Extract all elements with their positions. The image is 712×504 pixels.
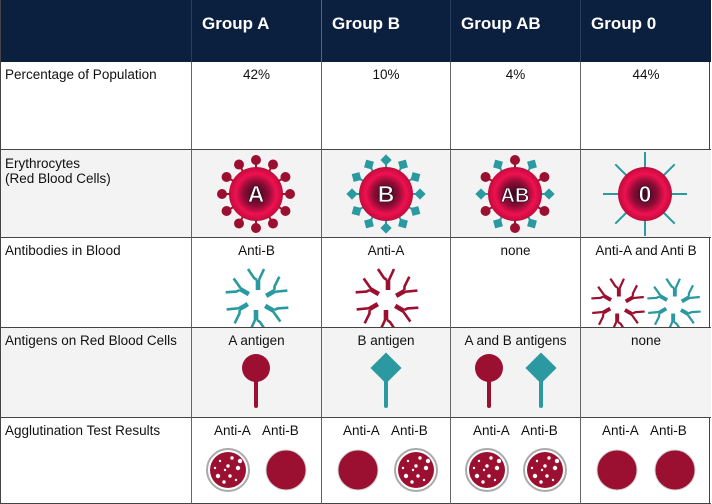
antibody-icon [225, 268, 289, 327]
anti-a-label: Anti-A [343, 423, 380, 438]
population-0: 44% [581, 62, 711, 150]
row-label-antibodies: Antibodies in Blood [1, 238, 192, 328]
erythrocyte-letter: A [248, 181, 265, 207]
header-group-ab: Group AB [451, 0, 581, 62]
erythrocyte-a: A [192, 150, 322, 238]
anti-a-label: Anti-A [602, 423, 639, 438]
agglutination-b: Anti-A Anti-B [322, 418, 451, 504]
row-label-population: Percentage of Population [1, 62, 192, 150]
agglutination-0: Anti-A Anti-B [581, 418, 711, 504]
antibodies-ab: none [451, 238, 581, 328]
erythrocyte-0: 0 [581, 150, 711, 238]
antigens-0-text: none [630, 333, 662, 348]
antigens-b: B antigen [322, 328, 451, 418]
row-label-antigens: Antigens on Red Blood Cells [1, 328, 192, 418]
antibodies-0-text: Anti-A and Anti B [595, 243, 697, 258]
antigen-icon [475, 352, 557, 408]
agglutination-a: Anti-A Anti-B [192, 418, 322, 504]
antigen-icon [370, 352, 402, 408]
erythrocyte-ab: AB [451, 150, 581, 238]
anti-a-label: Anti-A [214, 423, 251, 438]
agglutination-wells [337, 448, 438, 492]
antigens-ab-text: A and B antigens [464, 333, 567, 348]
erythrocyte-b: B [322, 150, 451, 238]
erythrocyte-icon: AB [475, 155, 555, 233]
header-empty [1, 0, 192, 62]
header-group-a: Group A [192, 0, 322, 62]
antigens-a-text: A antigen [228, 333, 285, 348]
antigen-icon [242, 354, 270, 408]
anti-b-label: Anti-B [650, 423, 687, 438]
antigens-a: A antigen [192, 328, 322, 418]
erythrocyte-letter: AB [501, 185, 530, 207]
header-group-0: Group 0 [581, 0, 711, 62]
anti-b-label: Anti-B [262, 423, 299, 438]
erythrocyte-letter: 0 [639, 181, 652, 207]
antibodies-b: Anti-A [322, 238, 451, 328]
antibody-icon [591, 278, 701, 327]
erythrocyte-icon: A [217, 155, 295, 233]
agglutination-wells [206, 448, 307, 492]
row-label-agglutination: Agglutination Test Results [1, 418, 192, 504]
population-a: 42% [192, 62, 322, 150]
antibodies-a-text: Anti-B [238, 243, 275, 258]
population-b: 10% [322, 62, 451, 150]
erythrocyte-letter: B [378, 181, 395, 207]
agglutination-wells [596, 449, 696, 491]
anti-b-label: Anti-B [391, 423, 428, 438]
population-ab: 4% [451, 62, 581, 150]
antigens-b-text: B antigen [357, 333, 415, 348]
row-label-erythrocytes: Erythrocytes (Red Blood Cells) [1, 150, 192, 238]
erythrocyte-icon: B [346, 154, 426, 234]
antigens-ab: A and B antigens [451, 328, 581, 418]
antibodies-a: Anti-B [192, 238, 322, 328]
anti-b-label: Anti-B [521, 423, 558, 438]
antibody-icon [355, 268, 419, 327]
antibodies-0: Anti-A and Anti B [581, 238, 711, 328]
agglutination-wells [465, 448, 567, 492]
erythrocyte-icon: 0 [603, 152, 687, 236]
anti-a-label: Anti-A [473, 423, 510, 438]
header-group-b: Group B [322, 0, 451, 62]
antibodies-b-text: Anti-A [367, 243, 405, 258]
antigens-0: none [581, 328, 711, 418]
agglutination-ab: Anti-A Anti-B [451, 418, 581, 504]
antibodies-ab-text: none [500, 243, 531, 258]
